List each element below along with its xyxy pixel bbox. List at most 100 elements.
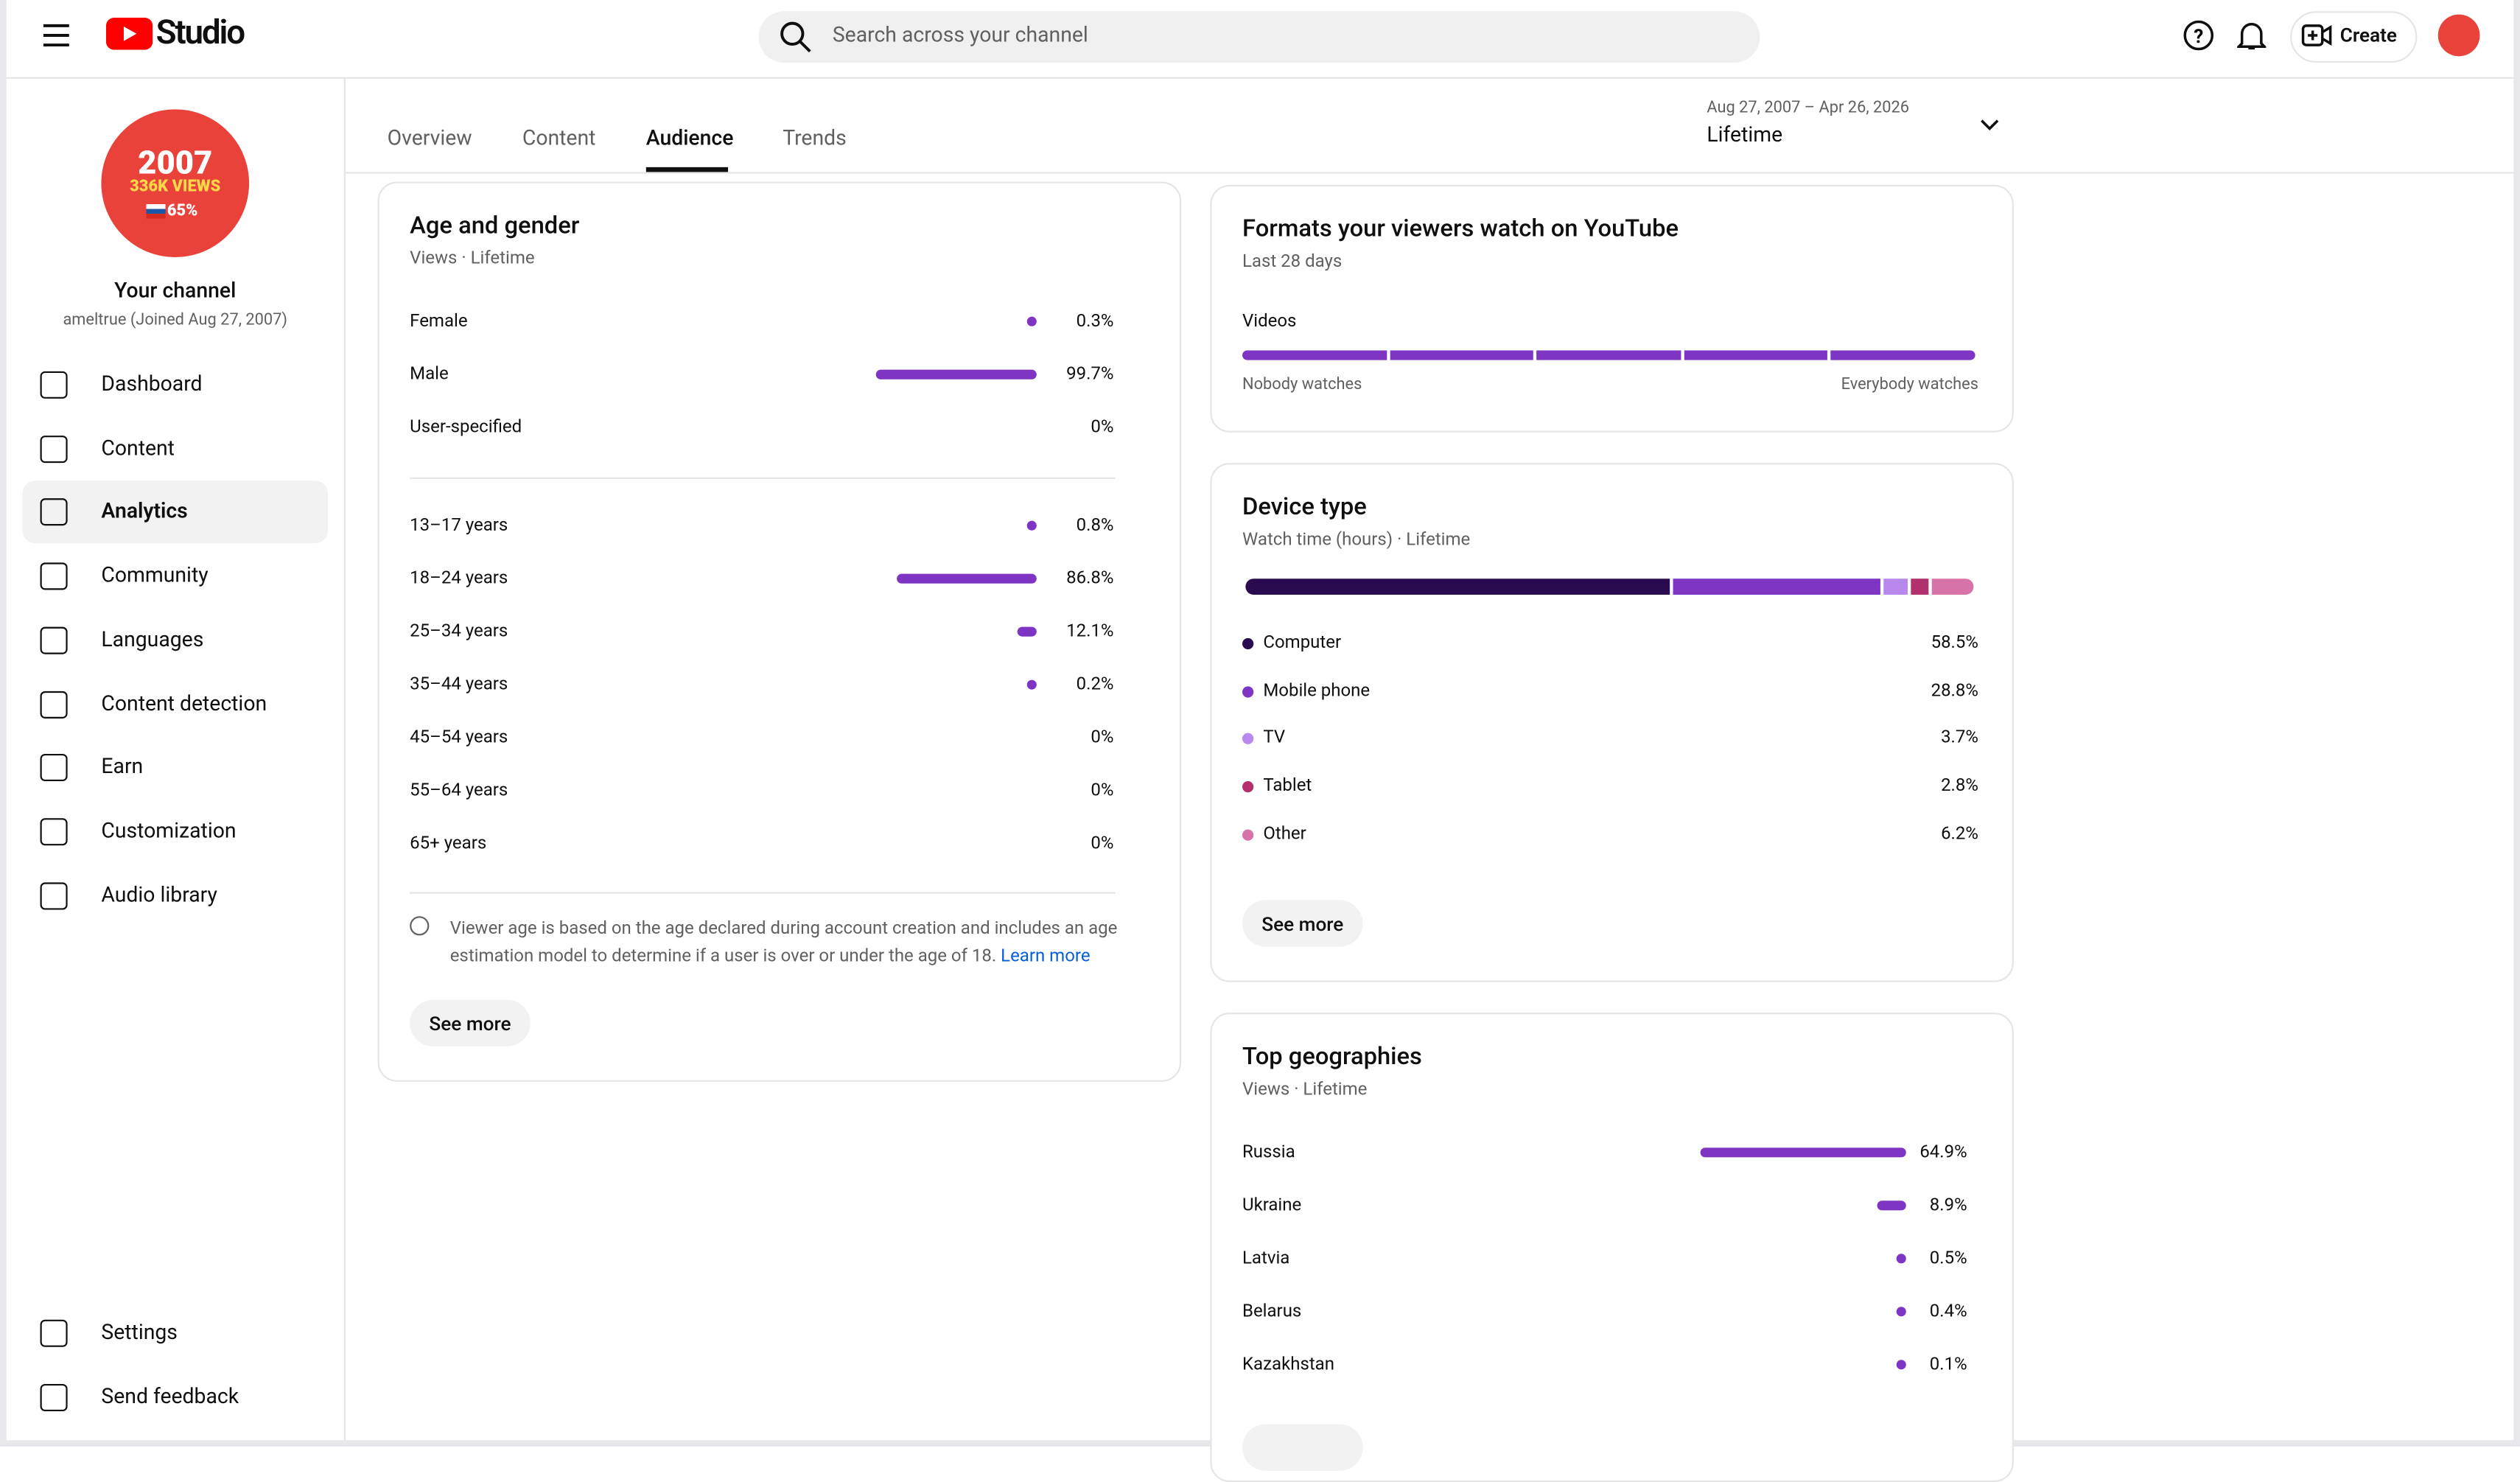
date-label[interactable]: Lifetime [1707,123,1783,148]
notifications-icon[interactable] [2237,19,2267,52]
nav-icon [40,817,68,846]
tabs-border [345,172,2516,174]
channel-name: Your channel [114,279,237,304]
row-label: Belarus [1242,1300,1302,1321]
nav-item[interactable]: Settings [101,1321,178,1346]
device-value: 2.8% [1941,775,1978,796]
format-segment [1684,350,1828,360]
row-value: 0.1% [1929,1353,1967,1374]
bar [1017,626,1037,637]
learn-more-link[interactable]: Learn more [1001,945,1091,966]
bar [1026,679,1037,690]
row-label: Female [410,310,468,332]
bar [1700,1147,1906,1158]
device-value: 6.2% [1941,822,1978,844]
bar [876,369,1037,380]
row-label: 18–24 years [410,567,508,589]
row-value: 0.5% [1929,1247,1967,1268]
menu-icon[interactable] [42,23,71,49]
device-value: 3.7% [1941,727,1978,749]
nav-icon [40,498,68,527]
device-value: 28.8% [1931,679,1978,701]
format-segment [1242,350,1387,360]
nav-item[interactable]: Dashboard [101,373,203,397]
nav-active-bg [22,481,328,545]
row-value: 0% [1091,726,1114,748]
date-range[interactable]: Aug 27, 2007 – Apr 26, 2026 [1707,99,1910,118]
device-label: TV [1263,727,1286,749]
nav-item[interactable]: Earn [101,755,144,780]
card-title: Age and gender [410,210,580,240]
see-more-button-partial[interactable] [1242,1424,1363,1471]
search-placeholder[interactable]: Search across your channel [832,24,1088,49]
formats-card [1210,184,2014,433]
legend-dot [1242,829,1254,841]
device-segment [1931,579,1974,595]
nav-item[interactable]: Send feedback [101,1385,239,1410]
row-value: 0% [1091,416,1114,438]
format-segment [1536,350,1681,360]
device-label: Other [1263,822,1306,844]
row-label: 65+ years [410,832,487,854]
search-icon[interactable] [780,21,812,53]
nav-icon [40,754,68,782]
logo-icon[interactable] [105,17,153,50]
nav-icon [40,371,68,399]
account-avatar[interactable] [2437,14,2480,57]
row-value: 86.8% [1066,567,1114,589]
row-value: 64.9% [1919,1141,1967,1162]
nav-item[interactable]: Content detection [101,691,267,716]
nav-item[interactable]: Audio library [101,883,217,908]
nav-item[interactable]: Analytics [101,500,188,525]
format-segment [1389,350,1534,360]
nav-item[interactable]: Languages [101,628,204,653]
nav-item[interactable]: Customization [101,819,237,844]
scroll-edge [2513,0,2520,1447]
device-segment [1911,579,1928,595]
svg-text:?: ? [2194,26,2203,48]
row-value: 8.9% [1929,1194,1967,1215]
legend-dot [1242,685,1254,697]
bar [1877,1200,1906,1211]
bar [1026,520,1037,531]
device-label: Mobile phone [1263,679,1371,701]
tab[interactable]: Content [522,127,596,152]
row-value: 12.1% [1066,620,1114,642]
note-text: Viewer age is based on the age declared … [449,917,1118,966]
row-label: 45–54 years [410,726,508,748]
separator [410,892,1116,894]
card-title: Formats your viewers watch on YouTube [1242,214,1679,243]
row-label: Russia [1242,1141,1295,1162]
create-icon[interactable] [2301,23,2334,49]
row-value: 0% [1091,832,1114,854]
channel-sub: ameltrue (Joined Aug 27, 2007) [63,312,288,330]
see-more-button[interactable]: See more [1242,900,1363,947]
device-value: 58.5% [1931,632,1978,653]
row-label: User-specified [410,416,522,438]
legend-dot [1242,781,1254,793]
row-label: Male [410,363,449,385]
nav-icon [40,1319,68,1347]
device-card [1210,463,2014,982]
create-label[interactable]: Create [2339,24,2398,47]
logo-text[interactable]: Studio [155,14,246,53]
tab[interactable]: Trends [783,127,847,152]
tab[interactable]: Overview [387,127,472,152]
help-icon[interactable]: ? [2183,19,2215,52]
nav-icon [40,881,68,909]
date-chevron[interactable] [1978,117,2001,133]
create-button[interactable] [2290,11,2418,63]
row-label: 25–34 years [410,620,508,642]
info-icon [410,916,430,936]
separator [410,477,1116,479]
channel-avatar[interactable] [101,109,250,257]
search-box[interactable] [758,11,1760,63]
format-label: Videos [1242,310,1297,332]
nav-item[interactable]: Content [101,436,175,461]
device-segment [1883,579,1908,595]
bar [1896,1360,1906,1370]
see-more-button[interactable]: See more [410,999,531,1046]
nav-item[interactable]: Community [101,564,209,589]
tab[interactable]: Audience [645,127,734,152]
